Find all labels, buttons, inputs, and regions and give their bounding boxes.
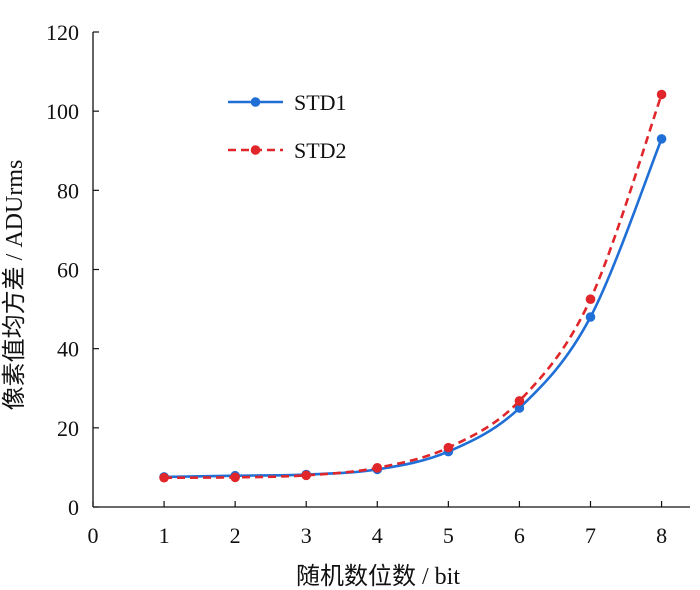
series-std1 xyxy=(159,134,667,482)
x-tick-label: 5 xyxy=(443,523,454,548)
series-line-std2 xyxy=(164,94,663,480)
data-point-std2 xyxy=(159,472,169,483)
x-tick-label: 6 xyxy=(514,523,525,548)
series-std2 xyxy=(159,89,667,483)
legend-label-std2: STD2 xyxy=(294,138,347,163)
data-point-std2 xyxy=(301,470,312,481)
x-tick-label: 3 xyxy=(301,523,312,548)
legend: STD1 STD2 xyxy=(228,90,347,163)
y-axis-title: 像素值均方差 / ADUrms xyxy=(1,160,28,411)
x-tick-label: 7 xyxy=(585,523,596,548)
legend-marker-std2 xyxy=(250,145,261,155)
data-point-std2 xyxy=(656,89,667,100)
data-point-std1 xyxy=(585,312,596,322)
legend-marker-std1 xyxy=(250,97,261,107)
series-layer xyxy=(159,89,667,483)
data-point-std1 xyxy=(656,134,667,144)
x-tick-label: 4 xyxy=(372,523,383,548)
y-tick-label: 100 xyxy=(46,99,79,124)
x-axis-title: 随机数位数 / bit xyxy=(296,563,460,590)
data-point-std2 xyxy=(514,396,525,406)
series-line-std1 xyxy=(164,138,663,479)
legend-item-std1: STD1 xyxy=(228,90,347,115)
y-tick-label: 120 xyxy=(46,20,79,45)
x-tick-label: 8 xyxy=(656,523,667,548)
y-ticks: 0 20 40 60 80 100 120 xyxy=(46,20,99,520)
data-point-std2 xyxy=(443,442,454,453)
data-point-std2 xyxy=(372,463,383,473)
axes xyxy=(92,32,690,508)
data-point-std2 xyxy=(230,472,240,483)
data-point-std2 xyxy=(585,294,596,304)
x-tick-label: 2 xyxy=(230,523,241,548)
x-ticks: 0 1 2 3 4 5 6 7 8 xyxy=(88,501,667,548)
y-tick-label: 20 xyxy=(57,416,79,441)
y-tick-label: 80 xyxy=(57,178,79,203)
legend-item-std2: STD2 xyxy=(228,138,347,163)
y-tick-label: 0 xyxy=(68,495,79,520)
y-tick-label: 40 xyxy=(57,337,79,362)
y-tick-label: 60 xyxy=(57,258,79,283)
x-tick-label: 1 xyxy=(159,523,170,548)
x-tick-label: 0 xyxy=(88,523,99,548)
data-point-std1 xyxy=(514,403,525,413)
legend-label-std1: STD1 xyxy=(294,90,347,115)
